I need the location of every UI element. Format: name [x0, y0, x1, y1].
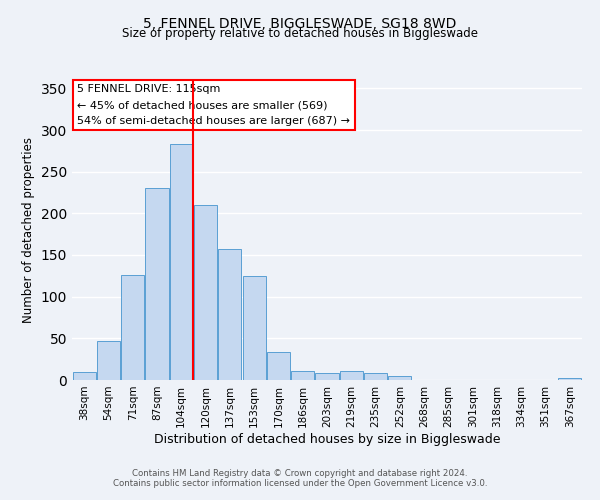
- X-axis label: Distribution of detached houses by size in Biggleswade: Distribution of detached houses by size …: [154, 432, 500, 446]
- Text: 5 FENNEL DRIVE: 115sqm
← 45% of detached houses are smaller (569)
54% of semi-de: 5 FENNEL DRIVE: 115sqm ← 45% of detached…: [77, 84, 350, 126]
- Bar: [194, 205, 217, 380]
- Bar: [145, 188, 169, 380]
- Bar: [73, 372, 95, 380]
- Bar: [218, 249, 241, 380]
- Bar: [340, 371, 363, 380]
- Bar: [97, 341, 120, 380]
- Bar: [316, 374, 338, 380]
- Bar: [267, 352, 290, 380]
- Bar: [388, 376, 412, 380]
- Text: 5, FENNEL DRIVE, BIGGLESWADE, SG18 8WD: 5, FENNEL DRIVE, BIGGLESWADE, SG18 8WD: [143, 18, 457, 32]
- Text: Size of property relative to detached houses in Biggleswade: Size of property relative to detached ho…: [122, 28, 478, 40]
- Y-axis label: Number of detached properties: Number of detached properties: [22, 137, 35, 323]
- Bar: [121, 275, 144, 380]
- Text: Contains HM Land Registry data © Crown copyright and database right 2024.: Contains HM Land Registry data © Crown c…: [132, 468, 468, 477]
- Bar: [291, 371, 314, 380]
- Bar: [242, 276, 266, 380]
- Bar: [559, 378, 581, 380]
- Bar: [170, 144, 193, 380]
- Text: Contains public sector information licensed under the Open Government Licence v3: Contains public sector information licen…: [113, 478, 487, 488]
- Bar: [364, 372, 387, 380]
